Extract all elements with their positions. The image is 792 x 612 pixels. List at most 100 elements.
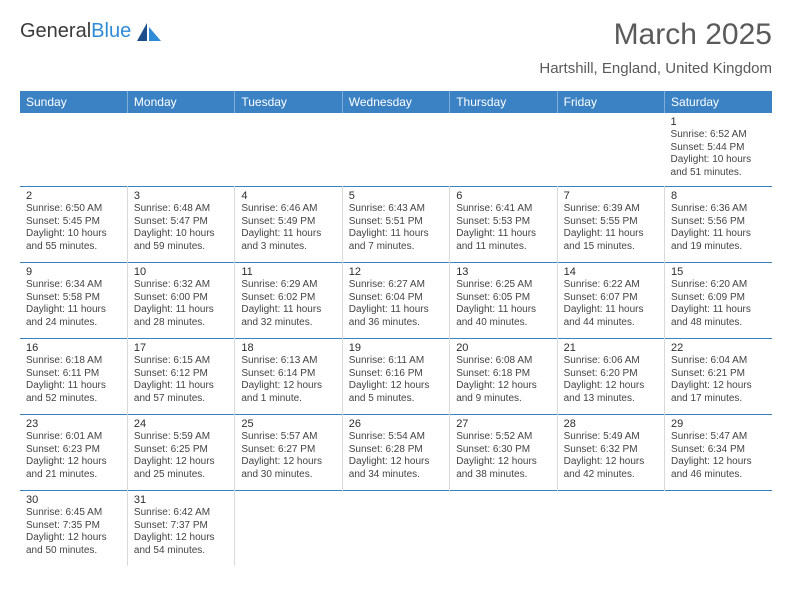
day-number: 30 <box>26 494 121 506</box>
day-info: Sunrise: 6:41 AMSunset: 5:53 PMDaylight:… <box>456 203 550 253</box>
sunrise-line: Sunrise: 6:04 AM <box>671 355 766 368</box>
calendar-day-cell: 13Sunrise: 6:25 AMSunset: 6:05 PMDayligh… <box>450 263 557 339</box>
calendar-empty-cell <box>557 113 664 187</box>
day-info: Sunrise: 6:27 AMSunset: 6:04 PMDaylight:… <box>349 279 443 329</box>
sunset-line: Sunset: 6:04 PM <box>349 292 443 305</box>
day-number: 11 <box>241 266 335 278</box>
day-number: 28 <box>564 418 658 430</box>
calendar-day-cell: 12Sunrise: 6:27 AMSunset: 6:04 PMDayligh… <box>342 263 449 339</box>
sunrise-line: Sunrise: 6:42 AM <box>134 507 228 520</box>
sunset-line: Sunset: 7:35 PM <box>26 520 121 533</box>
sunset-line: Sunset: 6:12 PM <box>134 368 228 381</box>
day-number: 3 <box>134 190 228 202</box>
daylight-line: Daylight: 11 hours and 28 minutes. <box>134 304 228 329</box>
sunrise-line: Sunrise: 6:52 AM <box>671 129 766 142</box>
daylight-line: Daylight: 11 hours and 40 minutes. <box>456 304 550 329</box>
sunrise-line: Sunrise: 5:57 AM <box>241 431 335 444</box>
sunset-line: Sunset: 6:27 PM <box>241 444 335 457</box>
calendar-day-cell: 22Sunrise: 6:04 AMSunset: 6:21 PMDayligh… <box>665 339 772 415</box>
calendar-empty-cell <box>665 491 772 567</box>
calendar-week-row: 1Sunrise: 6:52 AMSunset: 5:44 PMDaylight… <box>20 113 772 187</box>
calendar-day-cell: 20Sunrise: 6:08 AMSunset: 6:18 PMDayligh… <box>450 339 557 415</box>
calendar-day-cell: 15Sunrise: 6:20 AMSunset: 6:09 PMDayligh… <box>665 263 772 339</box>
calendar-week-row: 23Sunrise: 6:01 AMSunset: 6:23 PMDayligh… <box>20 415 772 491</box>
daylight-line: Daylight: 12 hours and 34 minutes. <box>349 456 443 481</box>
calendar-day-cell: 9Sunrise: 6:34 AMSunset: 5:58 PMDaylight… <box>20 263 127 339</box>
calendar-day-cell: 16Sunrise: 6:18 AMSunset: 6:11 PMDayligh… <box>20 339 127 415</box>
calendar-day-cell: 1Sunrise: 6:52 AMSunset: 5:44 PMDaylight… <box>665 113 772 187</box>
weekday-header: Monday <box>127 91 234 113</box>
daylight-line: Daylight: 12 hours and 50 minutes. <box>26 532 121 557</box>
sunset-line: Sunset: 6:02 PM <box>241 292 335 305</box>
daylight-line: Daylight: 11 hours and 11 minutes. <box>456 228 550 253</box>
sunset-line: Sunset: 6:20 PM <box>564 368 658 381</box>
day-number: 7 <box>564 190 658 202</box>
calendar-day-cell: 6Sunrise: 6:41 AMSunset: 5:53 PMDaylight… <box>450 187 557 263</box>
day-info: Sunrise: 6:34 AMSunset: 5:58 PMDaylight:… <box>26 279 121 329</box>
calendar-empty-cell <box>450 113 557 187</box>
sunrise-line: Sunrise: 5:52 AM <box>456 431 550 444</box>
day-number: 1 <box>671 116 766 128</box>
sunrise-line: Sunrise: 6:45 AM <box>26 507 121 520</box>
day-info: Sunrise: 6:15 AMSunset: 6:12 PMDaylight:… <box>134 355 228 405</box>
calendar-empty-cell <box>235 113 342 187</box>
calendar-week-row: 2Sunrise: 6:50 AMSunset: 5:45 PMDaylight… <box>20 187 772 263</box>
sunset-line: Sunset: 6:00 PM <box>134 292 228 305</box>
day-info: Sunrise: 6:18 AMSunset: 6:11 PMDaylight:… <box>26 355 121 405</box>
sunrise-line: Sunrise: 6:13 AM <box>241 355 335 368</box>
sunset-line: Sunset: 5:51 PM <box>349 216 443 229</box>
calendar-day-cell: 14Sunrise: 6:22 AMSunset: 6:07 PMDayligh… <box>557 263 664 339</box>
calendar-empty-cell <box>450 491 557 567</box>
weekday-header: Friday <box>557 91 664 113</box>
sunrise-line: Sunrise: 6:41 AM <box>456 203 550 216</box>
sunrise-line: Sunrise: 6:08 AM <box>456 355 550 368</box>
logo-sail-icon <box>135 21 163 43</box>
sunset-line: Sunset: 6:05 PM <box>456 292 550 305</box>
sunset-line: Sunset: 5:45 PM <box>26 216 121 229</box>
day-info: Sunrise: 5:59 AMSunset: 6:25 PMDaylight:… <box>134 431 228 481</box>
day-info: Sunrise: 6:04 AMSunset: 6:21 PMDaylight:… <box>671 355 766 405</box>
daylight-line: Daylight: 12 hours and 30 minutes. <box>241 456 335 481</box>
daylight-line: Daylight: 12 hours and 25 minutes. <box>134 456 228 481</box>
sunrise-line: Sunrise: 6:43 AM <box>349 203 443 216</box>
logo-text-b: Blue <box>91 20 131 43</box>
day-number: 21 <box>564 342 658 354</box>
calendar-day-cell: 23Sunrise: 6:01 AMSunset: 6:23 PMDayligh… <box>20 415 127 491</box>
calendar-day-cell: 26Sunrise: 5:54 AMSunset: 6:28 PMDayligh… <box>342 415 449 491</box>
sunset-line: Sunset: 6:16 PM <box>349 368 443 381</box>
day-info: Sunrise: 6:32 AMSunset: 6:00 PMDaylight:… <box>134 279 228 329</box>
daylight-line: Daylight: 10 hours and 59 minutes. <box>134 228 228 253</box>
daylight-line: Daylight: 11 hours and 15 minutes. <box>564 228 658 253</box>
day-number: 6 <box>456 190 550 202</box>
day-number: 20 <box>456 342 550 354</box>
month-year-title: March 2025 <box>539 20 772 50</box>
day-number: 24 <box>134 418 228 430</box>
sunset-line: Sunset: 6:28 PM <box>349 444 443 457</box>
day-info: Sunrise: 6:29 AMSunset: 6:02 PMDaylight:… <box>241 279 335 329</box>
calendar-week-row: 16Sunrise: 6:18 AMSunset: 6:11 PMDayligh… <box>20 339 772 415</box>
sunrise-line: Sunrise: 6:15 AM <box>134 355 228 368</box>
sunset-line: Sunset: 5:58 PM <box>26 292 121 305</box>
day-info: Sunrise: 6:13 AMSunset: 6:14 PMDaylight:… <box>241 355 335 405</box>
day-number: 14 <box>564 266 658 278</box>
daylight-line: Daylight: 12 hours and 54 minutes. <box>134 532 228 557</box>
weekday-header-row: SundayMondayTuesdayWednesdayThursdayFrid… <box>20 91 772 113</box>
weekday-header: Wednesday <box>342 91 449 113</box>
day-number: 19 <box>349 342 443 354</box>
sunrise-line: Sunrise: 6:34 AM <box>26 279 121 292</box>
day-number: 8 <box>671 190 766 202</box>
sunrise-line: Sunrise: 6:18 AM <box>26 355 121 368</box>
daylight-line: Daylight: 11 hours and 48 minutes. <box>671 304 766 329</box>
calendar-day-cell: 24Sunrise: 5:59 AMSunset: 6:25 PMDayligh… <box>127 415 234 491</box>
sunset-line: Sunset: 6:30 PM <box>456 444 550 457</box>
daylight-line: Daylight: 11 hours and 36 minutes. <box>349 304 443 329</box>
calendar-day-cell: 2Sunrise: 6:50 AMSunset: 5:45 PMDaylight… <box>20 187 127 263</box>
calendar-empty-cell <box>20 113 127 187</box>
sunrise-line: Sunrise: 6:50 AM <box>26 203 121 216</box>
sunset-line: Sunset: 6:18 PM <box>456 368 550 381</box>
calendar-day-cell: 10Sunrise: 6:32 AMSunset: 6:00 PMDayligh… <box>127 263 234 339</box>
day-info: Sunrise: 6:45 AMSunset: 7:35 PMDaylight:… <box>26 507 121 557</box>
calendar-day-cell: 7Sunrise: 6:39 AMSunset: 5:55 PMDaylight… <box>557 187 664 263</box>
daylight-line: Daylight: 10 hours and 55 minutes. <box>26 228 121 253</box>
daylight-line: Daylight: 11 hours and 52 minutes. <box>26 380 121 405</box>
